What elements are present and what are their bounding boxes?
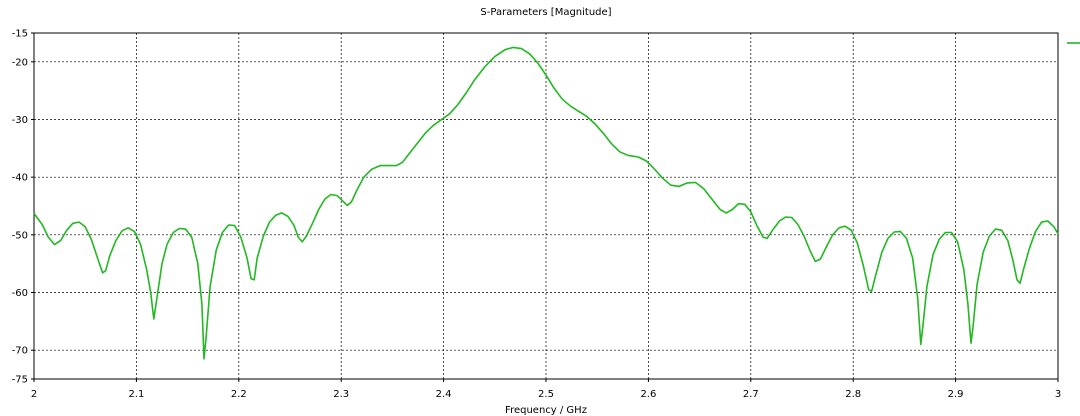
chart-title: S-Parameters [Magnitude] <box>480 7 611 18</box>
x-axis: 2 2.1 2.2 2.3 2.4 2.5 2.6 2.7 2.8 2.9 3 <box>31 379 1061 400</box>
x-tick-label: 2.1 <box>128 389 144 400</box>
y-tick-label: -15 <box>12 29 28 40</box>
x-tick-label: 2.3 <box>333 389 349 400</box>
y-tick-label: -30 <box>12 115 28 126</box>
y-tick-label: -70 <box>12 346 28 357</box>
x-tick-label: 2.5 <box>538 389 554 400</box>
y-tick-label: -75 <box>12 375 28 386</box>
x-tick-label: 2.8 <box>845 389 861 400</box>
x-tick-label: 3 <box>1055 389 1061 400</box>
series-line-0 <box>33 46 1059 360</box>
y-tick-label: -40 <box>12 173 28 184</box>
x-tick-label: 2 <box>31 389 37 400</box>
series-group <box>33 46 1059 360</box>
x-tick-label: 2.9 <box>948 389 964 400</box>
x-tick-label: 2.2 <box>231 389 247 400</box>
x-axis-label: Frequency / GHz <box>505 405 587 416</box>
grid-lines <box>34 33 1058 379</box>
x-tick-label: 2.6 <box>640 389 656 400</box>
x-tick-label: 2.4 <box>436 389 452 400</box>
y-tick-label: -50 <box>12 230 28 241</box>
y-tick-label: -20 <box>12 57 28 68</box>
x-tick-label: 2.7 <box>743 389 759 400</box>
y-tick-label: -60 <box>12 288 28 299</box>
y-axis: -15 -20 -30 -40 -50 -60 -70 -75 <box>12 29 34 386</box>
